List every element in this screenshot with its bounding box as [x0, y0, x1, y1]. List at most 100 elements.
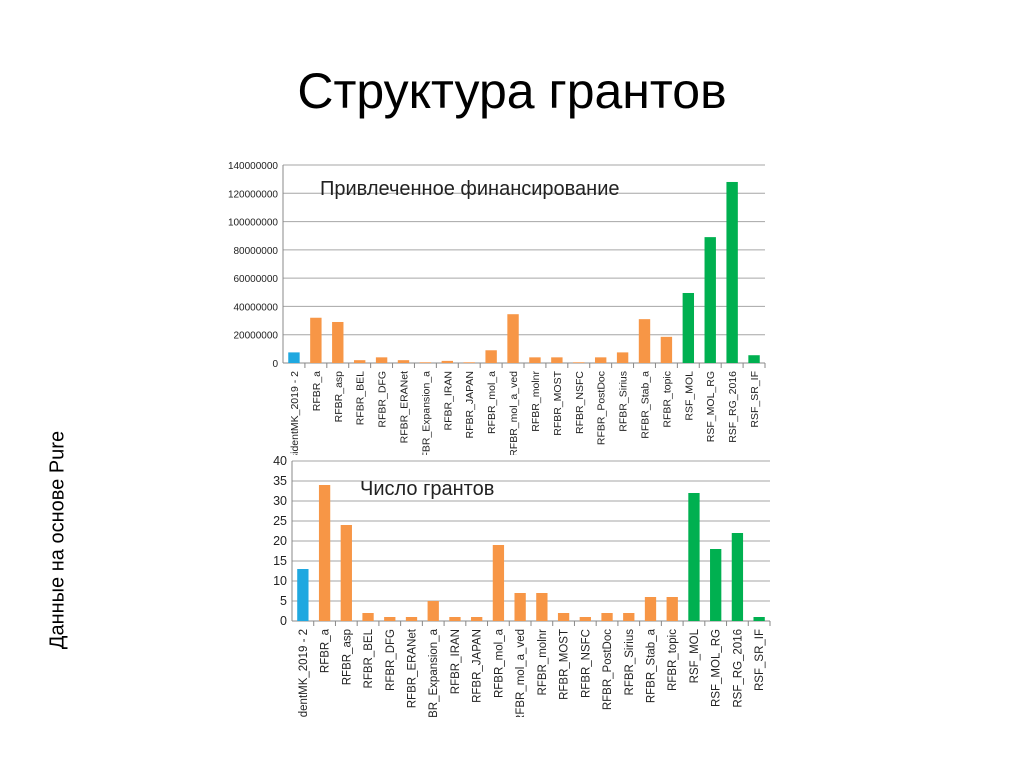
bar-rfbr_topic	[660, 336, 673, 363]
x-tick-label: RFBR_mol_a_ved	[515, 629, 527, 717]
x-tick-label: RFBR_a	[320, 628, 332, 673]
bar-rfbr_japan	[471, 617, 483, 621]
bar-rfbr_postdoc	[601, 613, 613, 621]
x-tick-label: RFBR_PostDoc	[602, 629, 614, 710]
x-tick-label: RFBR_Sirius	[624, 629, 636, 696]
bar-presidentmk_2019-2	[288, 352, 300, 363]
y-tick-label: 120000000	[228, 189, 278, 200]
chart-title: Привлеченное финансирование	[320, 178, 620, 200]
x-tick-label: RFBR_molnr	[530, 371, 542, 432]
y-tick-label: 20000000	[234, 331, 279, 342]
bar-rsf_rg_2016	[726, 181, 738, 363]
x-tick-label: RFBR_IRAN	[442, 371, 454, 431]
y-tick-label: 30	[273, 494, 287, 508]
x-tick-label: RSF_SR_IF	[749, 371, 761, 428]
y-tick-label: 20	[273, 534, 287, 548]
x-tick-label: RFBR_asp	[341, 629, 353, 685]
y-tick-label: 5	[280, 594, 287, 608]
x-tick-label: RFBR_topic	[667, 629, 679, 691]
bar-rfbr_iran	[441, 360, 454, 363]
x-tick-label: RFBR_JAPAN	[472, 629, 484, 703]
y-tick-label: 140000000	[228, 161, 278, 172]
x-tick-label: RFBR_MOST	[559, 629, 571, 700]
x-tick-label: RFBR_Sirius	[618, 371, 630, 432]
bar-rfbr_mol_a	[492, 545, 505, 621]
bar-rfbr_mol_a_ved	[507, 314, 519, 363]
bar-rfbr_asp	[332, 321, 344, 363]
bar-rsf_sr_if	[753, 617, 765, 621]
x-tick-label: RFBR_a	[311, 371, 323, 411]
y-tick-label: 60000000	[234, 274, 279, 285]
bar-rsf_rg_2016	[731, 533, 744, 621]
bar-rfbr_sirius	[623, 613, 635, 621]
x-tick-label: RFBR_NSFC	[580, 629, 592, 698]
bar-rsf_mol_rg	[704, 237, 716, 363]
bar-rfbr_eranet	[397, 360, 410, 363]
bar-rfbr_asp	[340, 525, 352, 621]
x-tick-label: RFBR_JAPAN	[464, 371, 476, 439]
bar-rsf_mol_rg	[710, 549, 722, 621]
y-tick-label: 0	[280, 614, 287, 628]
y-tick-label: 40	[273, 454, 287, 468]
x-tick-label: RFBR_BEL	[363, 628, 375, 688]
x-tick-label: RFBR_asp	[333, 371, 345, 423]
x-tick-label: RFBR_mol_a_ved	[508, 371, 520, 455]
x-tick-label: PresidentMK_2019 - 2	[298, 629, 310, 717]
x-tick-label: RFBR_MOST	[552, 370, 564, 435]
bar-rfbr_molnr	[536, 593, 548, 621]
chart-title: Число грантов	[360, 478, 494, 500]
data-source-note: Данные на основе Pure	[46, 430, 69, 650]
bar-rfbr_most	[557, 613, 570, 621]
y-tick-label: 80000000	[234, 246, 279, 257]
x-tick-label: RFBR_mol_a	[486, 371, 498, 434]
bar-rfbr_japan	[463, 362, 475, 363]
bar-rfbr_topic	[666, 597, 678, 621]
y-tick-label: 10	[273, 574, 287, 588]
bar-rfbr_bel	[353, 360, 366, 363]
x-tick-label: RFBR_DFG	[377, 371, 389, 428]
x-tick-label: RFBR_Stab_a	[640, 371, 652, 439]
x-tick-label: RFBR_ERANet	[407, 628, 419, 708]
x-tick-label: RSF_SR_IF	[754, 629, 766, 691]
x-tick-label: RFBR_Stab_a	[646, 628, 658, 703]
x-tick-label: RFBR_molnr	[537, 629, 549, 696]
bar-rfbr_mol_a_ved	[514, 593, 526, 621]
bar-rfbr_mol_a	[485, 350, 497, 363]
y-tick-label: 40000000	[234, 302, 279, 313]
bar-presidentmk_2019-2	[297, 569, 309, 621]
bar-rsf_mol	[688, 493, 700, 621]
bar-rfbr_expansion_a	[419, 362, 432, 363]
bar-rfbr_dfg	[384, 617, 396, 621]
y-tick-label: 25	[273, 514, 287, 528]
x-tick-label: RSF_RG_2016	[732, 629, 744, 708]
bar-rfbr_nsfc	[579, 617, 591, 621]
x-tick-label: RFBR_BEL	[355, 371, 367, 425]
x-tick-label: RFBR_NSFC	[574, 371, 586, 434]
x-tick-label: PresidentMK_2019 - 2	[289, 371, 301, 455]
bar-rfbr_eranet	[405, 617, 418, 621]
x-tick-label: RFBR_DFG	[385, 629, 397, 691]
grant-count-chart: 0 5 10 15 20 25 30 35 40 PresidentMK_2019 - 2 RFBR…	[273, 454, 771, 717]
bar-rfbr_iran	[449, 617, 461, 621]
x-tick-label: RFBR_Expansion_a	[428, 628, 440, 717]
bar-rfbr_molnr	[529, 357, 541, 363]
bar-rfbr_expansion_a	[427, 601, 439, 621]
x-tick-label: RSF_MOL_RG	[705, 371, 717, 442]
x-tick-label: RSF_MOL	[689, 628, 701, 683]
x-tick-label: RFBR_topic	[661, 371, 673, 428]
y-tick-label: 0	[272, 359, 278, 370]
bar-rfbr_stab_a	[644, 597, 657, 621]
bar-rsf_mol	[682, 292, 695, 363]
bar-rfbr_a	[318, 485, 331, 621]
y-tick-label: 100000000	[228, 218, 278, 229]
funding-chart: 0 20000000 40000000 60000000 80000000 1000000…	[228, 161, 766, 455]
slide-title: Структура грантов	[297, 63, 727, 119]
x-tick-label: RFBR_mol_a	[493, 628, 505, 698]
x-tick-label: RSF_MOL	[683, 371, 695, 421]
x-tick-label: RFBR_PostDoc	[596, 371, 608, 445]
bar-rfbr_bel	[362, 613, 374, 621]
x-tick-label: RSF_MOL_RG	[711, 629, 723, 707]
bar-rfbr_stab_a	[638, 319, 651, 363]
bar-rfbr_nsfc	[573, 362, 585, 363]
x-tick-label: RFBR_ERANet	[399, 371, 411, 443]
